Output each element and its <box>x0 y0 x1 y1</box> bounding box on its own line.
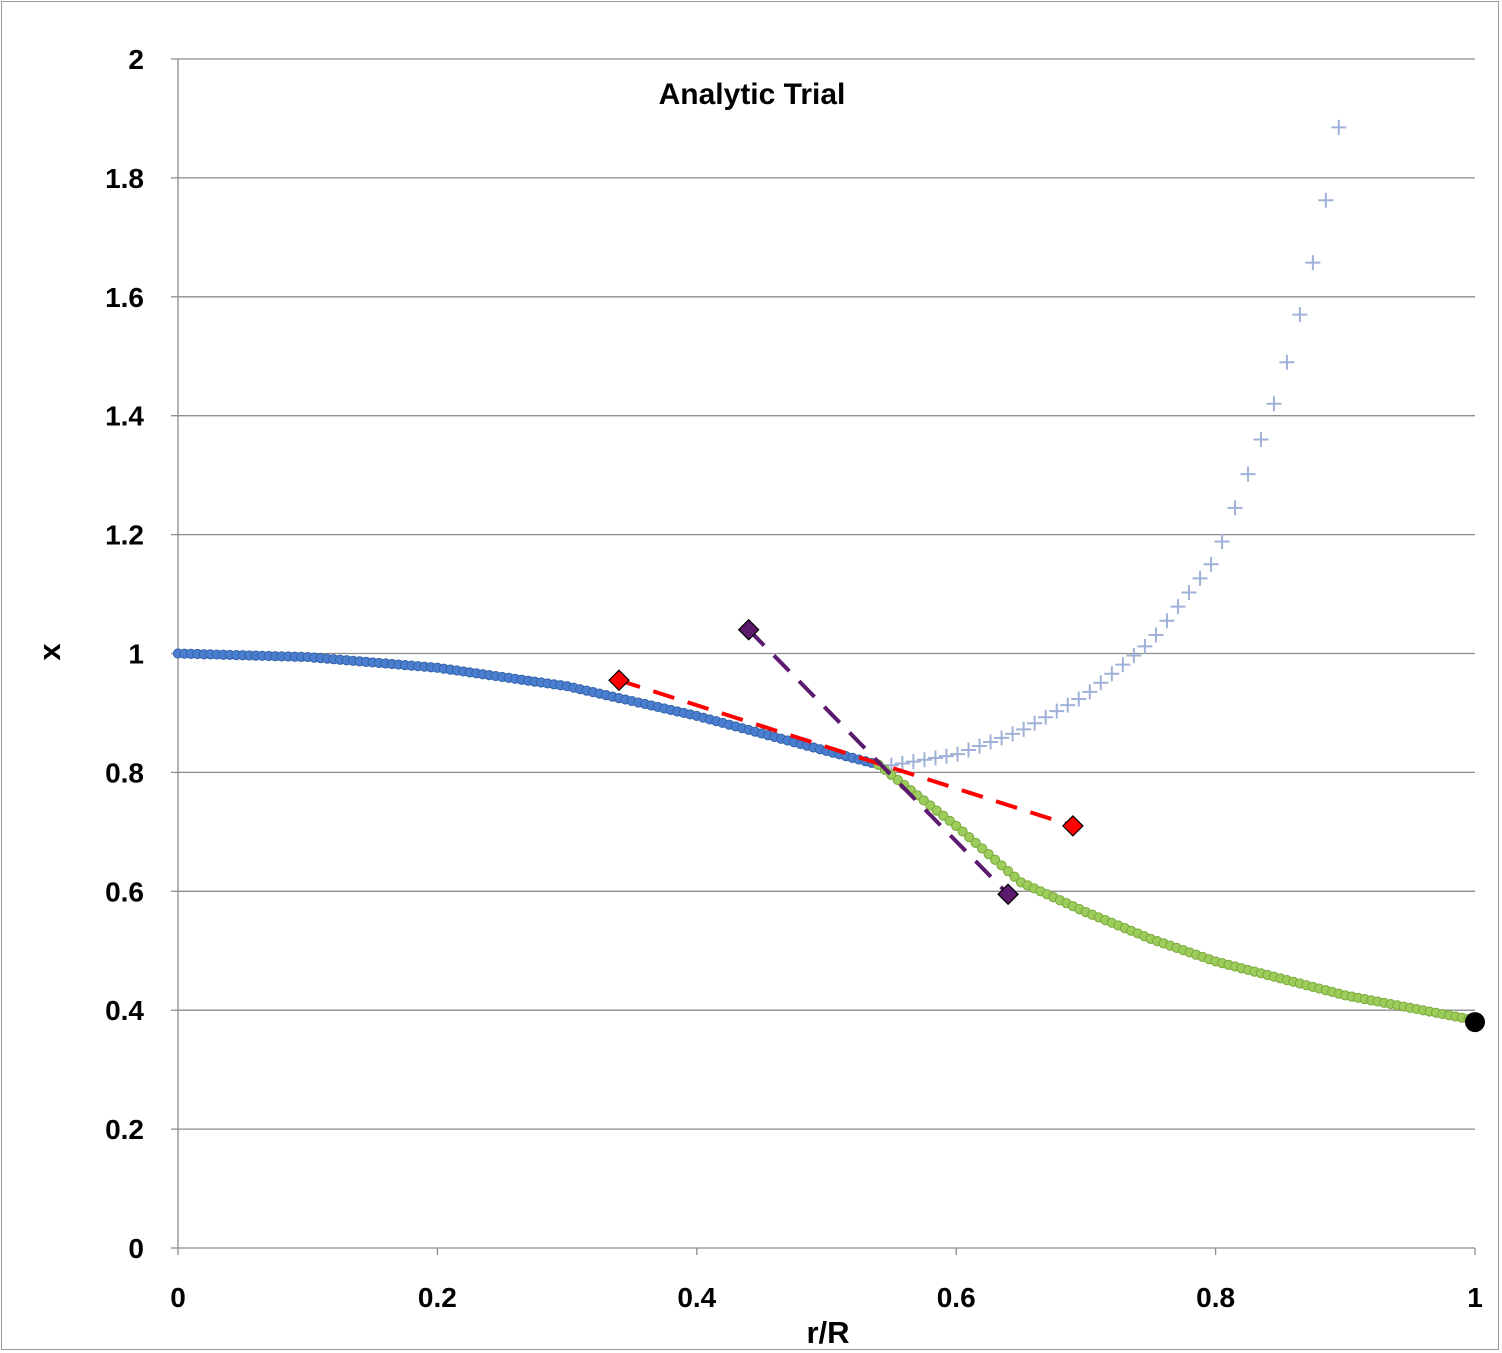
divergent-point <box>1227 500 1243 516</box>
x-axis-title: r/R <box>806 1315 849 1350</box>
divergent-point <box>1214 534 1230 550</box>
axes: 0 0.2 0.4 0.6 0.8 1 1.2 1.4 1.6 1.8 2 0 0.2 0.4 0.6 0.8… <box>105 44 1483 1313</box>
divergent-point <box>938 748 954 764</box>
divergent-point <box>1292 307 1308 323</box>
y-tick-label: 0.8 <box>105 757 144 788</box>
y-tick-label: 0.2 <box>105 1114 144 1145</box>
y-tick-label: 1.8 <box>105 163 144 194</box>
divergent-point <box>1148 627 1164 643</box>
divergent-point <box>1071 691 1087 707</box>
divergent-point <box>1318 192 1334 208</box>
x-tick-label: 0 <box>170 1282 186 1313</box>
divergent-point <box>1240 466 1256 482</box>
y-tick-label: 1 <box>128 639 144 670</box>
divergent-point <box>1005 726 1021 742</box>
divergent-point <box>1192 570 1208 586</box>
y-tick-label: 1.6 <box>105 282 144 313</box>
divergent-point <box>1253 431 1269 447</box>
series <box>172 119 1485 1033</box>
y-tick-label: 1.2 <box>105 520 144 551</box>
x-tick-label: 0.2 <box>418 1282 457 1313</box>
divergent-point <box>961 742 977 758</box>
divergent-point <box>1266 396 1282 412</box>
divergent-point <box>927 750 943 766</box>
endpoint-marker <box>1465 1012 1485 1033</box>
divergent-point <box>1331 119 1347 135</box>
divergent-point <box>1159 613 1175 629</box>
divergent-point <box>905 754 921 770</box>
divergent-point <box>1060 697 1076 713</box>
divergent-point <box>1038 709 1054 725</box>
outer-point <box>970 837 981 848</box>
divergent-point <box>1093 675 1109 691</box>
outer-point <box>1002 865 1014 877</box>
y-tick-label: 0 <box>128 1233 144 1264</box>
outer-point <box>1009 871 1020 882</box>
y-axis-title: x <box>32 643 67 661</box>
divergent-point <box>949 746 965 762</box>
outer-point <box>951 820 962 832</box>
chart-title: Analytic Trial <box>659 78 846 111</box>
divergent-point <box>1170 599 1186 615</box>
divergent-point <box>894 755 910 771</box>
purple-tangent-marker <box>997 883 1019 906</box>
divergent-point <box>1027 715 1043 731</box>
divergent-point <box>1104 666 1120 682</box>
divergent-point <box>1016 721 1032 737</box>
red-tangent-marker <box>1062 815 1084 837</box>
divergent-point <box>994 730 1010 746</box>
grid <box>178 58 1475 1130</box>
x-tick-label: 0.4 <box>677 1282 716 1313</box>
red-tangent-line <box>618 678 1074 828</box>
divergent-point <box>1203 556 1219 572</box>
purple-tangent-line <box>747 628 1010 896</box>
outer-point <box>964 832 975 843</box>
x-tick-label: 0.6 <box>937 1282 976 1313</box>
outer-point <box>990 854 1001 865</box>
x-tick-label: 1 <box>1467 1282 1483 1313</box>
divergent-point <box>1181 585 1197 601</box>
red-tangent-marker <box>608 669 630 692</box>
x-tick-label: 0.8 <box>1196 1282 1235 1313</box>
outer-point <box>996 860 1007 871</box>
outer-point <box>983 849 994 860</box>
divergent-point <box>1082 684 1098 700</box>
divergent-point <box>916 752 932 768</box>
y-tick-label: 0.6 <box>105 876 144 907</box>
y-tick-label: 1.4 <box>105 401 144 432</box>
divergent-point <box>1137 638 1153 654</box>
divergent-point <box>972 738 988 754</box>
outer-point <box>977 843 988 854</box>
y-tick-label: 2 <box>128 44 144 75</box>
divergent-point <box>983 734 999 750</box>
purple-tangent-marker <box>737 618 760 641</box>
divergent-point <box>1049 703 1065 719</box>
divergent-point <box>1126 648 1142 664</box>
divergent-point <box>1305 255 1321 271</box>
divergent-point <box>1115 657 1131 673</box>
outer-point <box>957 826 968 837</box>
divergent-point <box>1279 354 1295 370</box>
y-tick-label: 0.4 <box>105 995 144 1026</box>
